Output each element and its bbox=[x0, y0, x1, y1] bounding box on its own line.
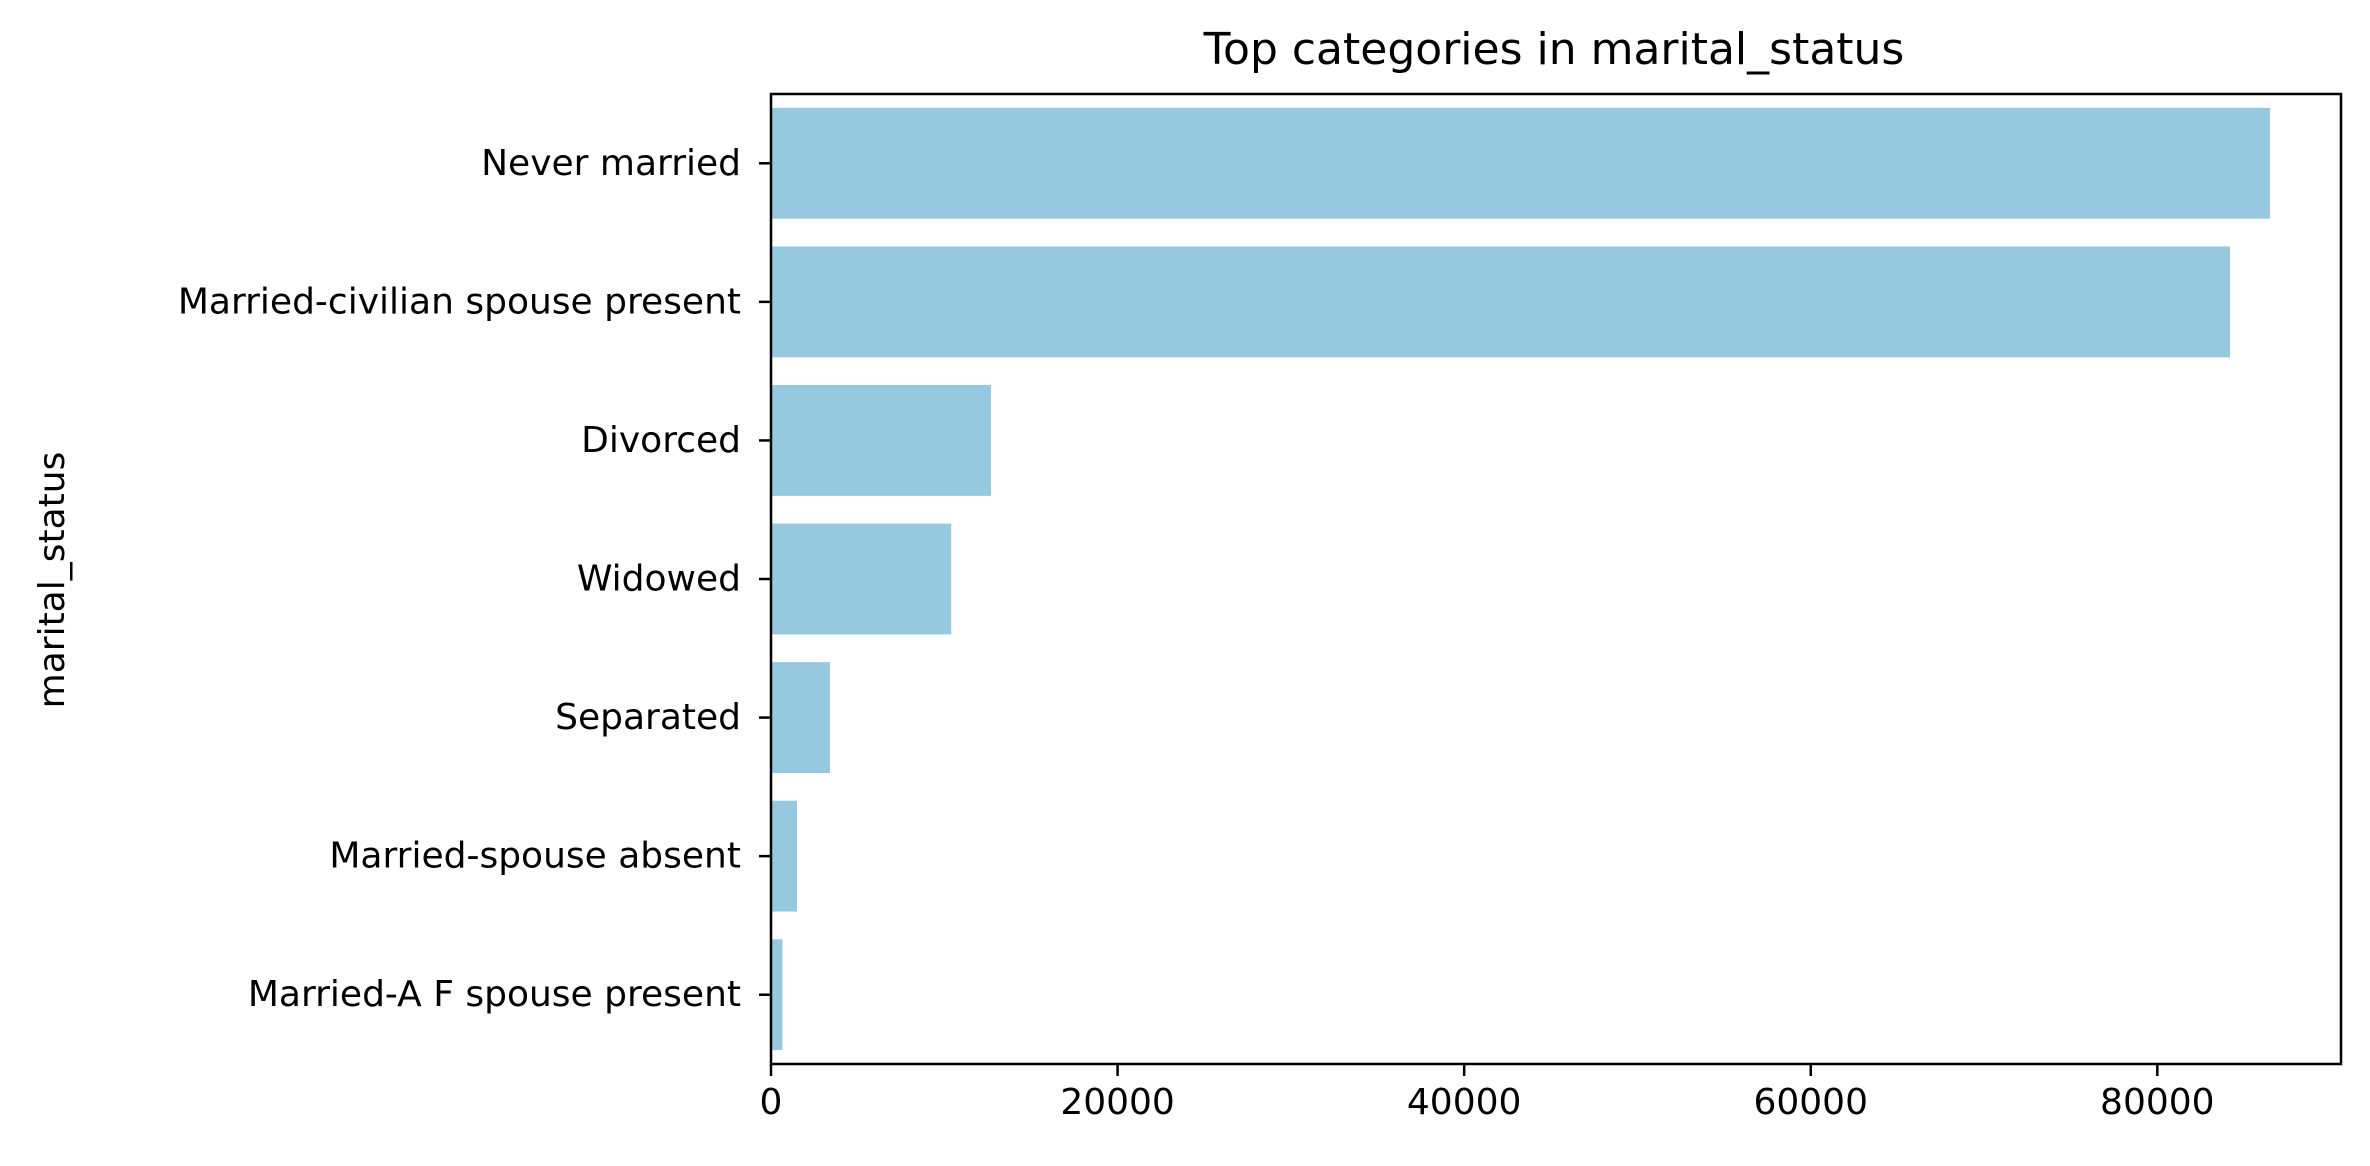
x-tick-label: 40000 bbox=[1407, 1082, 1522, 1123]
bar bbox=[771, 385, 992, 496]
bar bbox=[771, 523, 952, 635]
y-tick-label: Never married bbox=[481, 143, 741, 184]
bar bbox=[771, 662, 830, 773]
bar bbox=[771, 939, 783, 1051]
x-tick-label: 20000 bbox=[1060, 1082, 1175, 1123]
y-tick-label: Married-civilian spouse present bbox=[178, 281, 741, 322]
chart-title: Top categories in marital_status bbox=[1203, 24, 1905, 75]
x-axis: 0 20000 40000 60000 80000 bbox=[760, 1064, 2215, 1123]
y-tick-label: Widowed bbox=[577, 559, 741, 600]
y-axis: Never married Married-civilian spouse pre… bbox=[178, 143, 771, 1015]
y-axis-label: marital_status bbox=[32, 452, 73, 709]
bar bbox=[771, 800, 797, 912]
y-tick-label: Married-A F spouse present bbox=[248, 974, 741, 1015]
x-tick-label: 0 bbox=[760, 1082, 783, 1123]
bars-group bbox=[771, 107, 2270, 1051]
y-tick-label: Married-spouse absent bbox=[329, 836, 741, 877]
y-tick-label: Separated bbox=[555, 697, 741, 738]
bar bbox=[771, 246, 2231, 358]
x-tick-label: 60000 bbox=[1753, 1082, 1868, 1123]
y-tick-label: Divorced bbox=[581, 420, 741, 461]
x-tick-label: 80000 bbox=[2100, 1082, 2215, 1123]
bar bbox=[771, 107, 2270, 219]
